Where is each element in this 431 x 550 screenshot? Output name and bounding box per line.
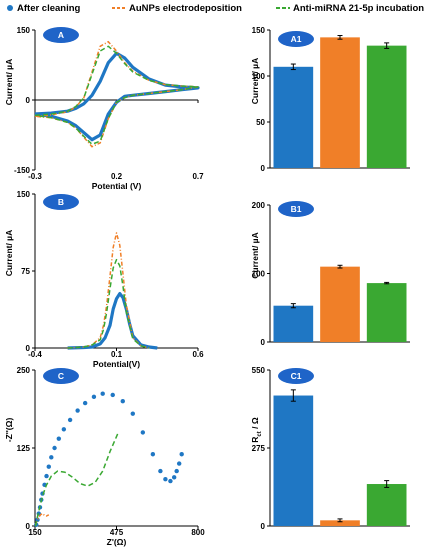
series-line-a-s2 (35, 46, 198, 144)
panel-label-c1: C1 (291, 371, 302, 381)
x-tick-label: 150 (28, 528, 42, 537)
bar-a1-0 (274, 67, 314, 168)
data-point-c-s0 (180, 452, 184, 456)
data-point-c-s0 (68, 418, 72, 422)
y-tick-label: 150 (17, 26, 31, 35)
data-point-c-s0 (57, 436, 61, 440)
x-tick-label: 0.2 (111, 172, 123, 181)
y-axis-title-c1: Rct / Ω (250, 417, 263, 443)
y-tick-label: 200 (252, 201, 266, 210)
data-point-c-s0 (83, 401, 87, 405)
series-line-a-s0 (35, 53, 198, 139)
data-point-c-s0 (111, 393, 115, 397)
bar-a1-2 (367, 46, 407, 168)
data-point-c-s0 (75, 408, 79, 412)
x-tick-label: 475 (110, 528, 124, 537)
y-tick-label: 0 (261, 338, 266, 347)
y-tick-label: 150 (252, 26, 266, 35)
data-point-c-s0 (131, 411, 135, 415)
y-tick-label: 275 (252, 444, 266, 453)
x-axis-title-c: Z'(Ω) (107, 537, 127, 547)
data-point-c-s0 (44, 474, 48, 478)
y-axis-title-b: Current/ µA (4, 230, 14, 276)
panel-label-a1: A1 (291, 34, 302, 44)
bar-a1-1 (320, 37, 360, 168)
x-axis-title-a: Potential (V) (92, 181, 142, 191)
series-line-b-s2 (68, 260, 150, 348)
data-point-c-s0 (168, 479, 172, 483)
x-tick-label: 0.6 (192, 350, 204, 359)
data-point-c-s0 (47, 465, 51, 469)
data-point-c-s0 (141, 430, 145, 434)
data-point-c-s0 (163, 477, 167, 481)
data-point-c-s0 (49, 455, 53, 459)
y-tick-label: 50 (256, 118, 265, 127)
y-tick-label: 150 (17, 190, 31, 199)
data-point-c-s0 (151, 452, 155, 456)
data-point-c-s0 (92, 395, 96, 399)
y-tick-label: 0 (261, 164, 266, 173)
panel-label-a: A (58, 30, 64, 40)
y-axis-title-unit: / Ω (250, 417, 260, 431)
panel-label-b: B (58, 197, 64, 207)
data-point-c-s0 (62, 427, 66, 431)
bar-c1-0 (274, 396, 314, 526)
data-point-c-s0 (101, 392, 105, 396)
x-tick-label: 0.1 (111, 350, 123, 359)
x-tick-label: -0.3 (28, 172, 42, 181)
series-line-a-s1 (35, 42, 198, 147)
panel-label-c: C (58, 371, 64, 381)
data-point-c-s0 (158, 469, 162, 473)
y-tick-label: 0 (26, 96, 31, 105)
x-axis-title-b: Potential(V) (93, 359, 140, 369)
data-point-c-s0 (121, 399, 125, 403)
series-line-c-s2 (36, 434, 118, 526)
y-axis-title-c: -Z''(Ω) (4, 418, 14, 443)
data-point-c-s0 (172, 475, 176, 479)
bar-b1-1 (320, 267, 360, 342)
y-tick-label: 75 (21, 267, 30, 276)
y-axis-title-b1: Current/ µA (250, 232, 260, 278)
bar-c1-2 (367, 484, 407, 526)
y-tick-label: 125 (17, 444, 31, 453)
x-tick-label: 0.7 (192, 172, 204, 181)
y-tick-label: 550 (252, 366, 266, 375)
series-line-b-s0 (68, 294, 158, 348)
data-point-c-s0 (52, 446, 56, 450)
panel-label-b1: B1 (291, 204, 302, 214)
y-tick-label: 250 (17, 366, 31, 375)
y-axis-title-a: Current/ µA (4, 59, 14, 105)
x-tick-label: 800 (191, 528, 205, 537)
data-point-c-s0 (177, 461, 181, 465)
bar-b1-2 (367, 283, 407, 342)
data-point-c-s0 (174, 469, 178, 473)
y-tick-label: 0 (261, 522, 266, 531)
x-tick-label: -0.4 (28, 350, 42, 359)
bar-b1-0 (274, 306, 314, 342)
y-axis-title-a1: Current/ µA (250, 58, 260, 104)
